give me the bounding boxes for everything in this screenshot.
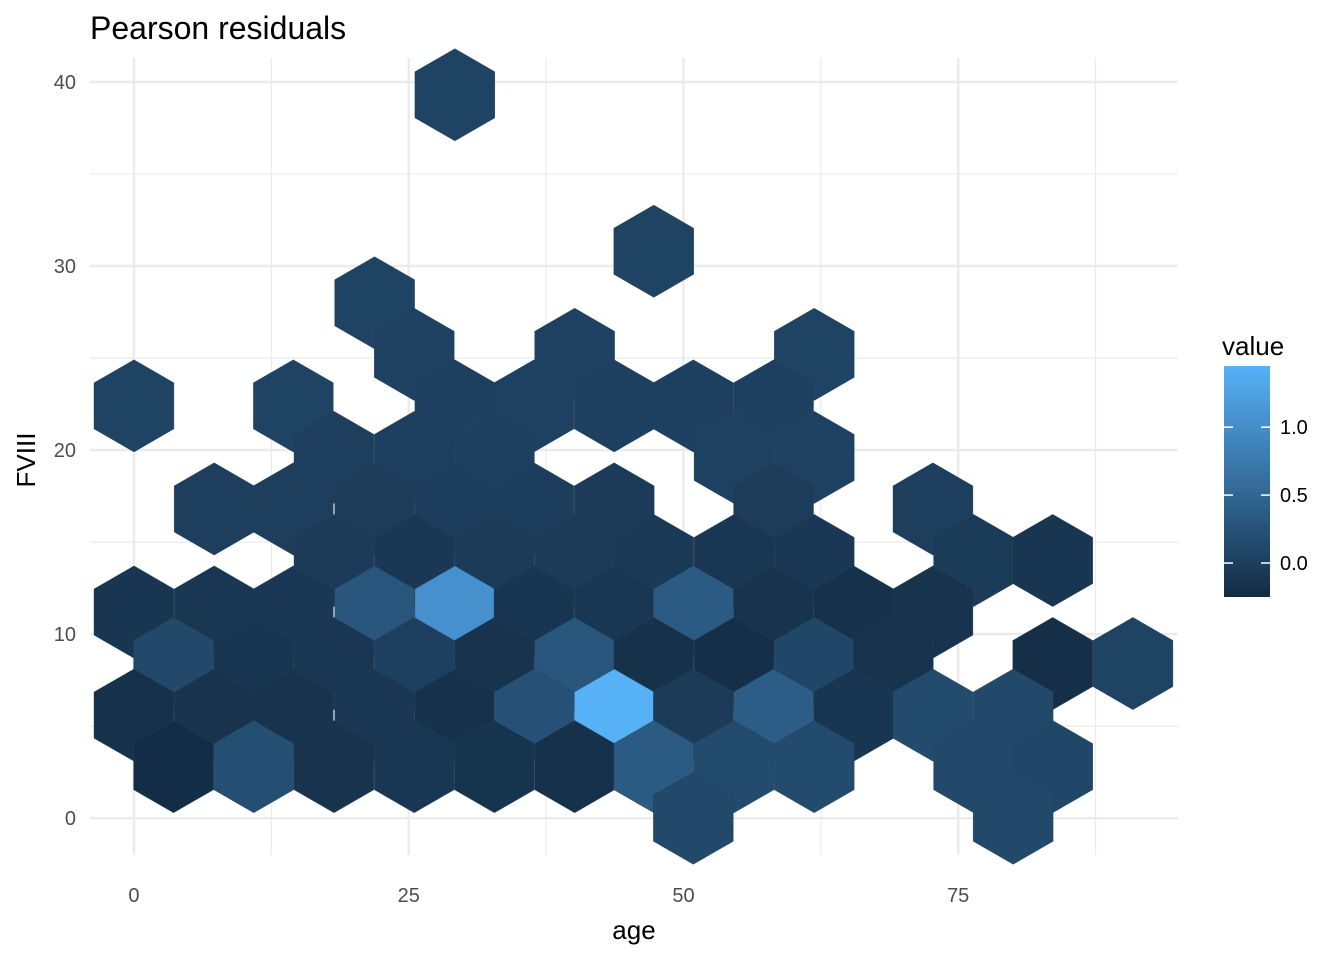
legend-tick-label: 0.0 — [1280, 553, 1308, 575]
hexbin-cell — [1092, 617, 1174, 710]
y-tick-label: 30 — [54, 256, 76, 278]
hexbin-cell — [93, 359, 175, 453]
hexbin-cell — [653, 771, 734, 865]
legend-colorbar — [1224, 366, 1270, 597]
y-axis-tick-labels: 0 10 20 30 40 — [54, 72, 76, 830]
x-axis-tick-labels: 0 25 50 75 — [128, 885, 969, 907]
x-tick-label: 75 — [947, 885, 969, 907]
hexbin-cells — [93, 48, 1174, 865]
color-legend: value 0.0 0.5 1.0 — [1222, 331, 1308, 597]
legend-tick-label: 0.5 — [1280, 485, 1308, 507]
hexbin-cell — [374, 720, 455, 814]
hexbin-cell — [454, 720, 535, 814]
hexbin-cell — [1012, 514, 1093, 607]
y-tick-label: 20 — [54, 440, 76, 462]
hexbin-cell — [133, 720, 214, 814]
hexbin-cell — [613, 204, 694, 298]
x-tick-label: 0 — [128, 885, 139, 907]
hexbin-cell — [774, 720, 855, 814]
hexbin-cell — [973, 771, 1054, 865]
hexbin-cell — [213, 720, 294, 814]
legend-tick-label: 1.0 — [1280, 417, 1308, 439]
legend-title: value — [1222, 331, 1284, 361]
y-tick-label: 10 — [54, 624, 76, 646]
y-axis-title: FVIII — [11, 433, 41, 488]
hexbin-cell — [414, 48, 495, 142]
y-tick-label: 0 — [65, 808, 76, 830]
chart-title: Pearson residuals — [90, 10, 346, 46]
hexbin-cell — [293, 720, 375, 814]
x-tick-label: 50 — [672, 885, 694, 907]
hexbin-cell — [173, 462, 255, 556]
x-axis-title: age — [612, 915, 655, 945]
y-tick-label: 40 — [54, 72, 76, 94]
x-tick-label: 25 — [398, 885, 420, 907]
legend-ticks: 0.0 0.5 1.0 — [1224, 417, 1308, 575]
